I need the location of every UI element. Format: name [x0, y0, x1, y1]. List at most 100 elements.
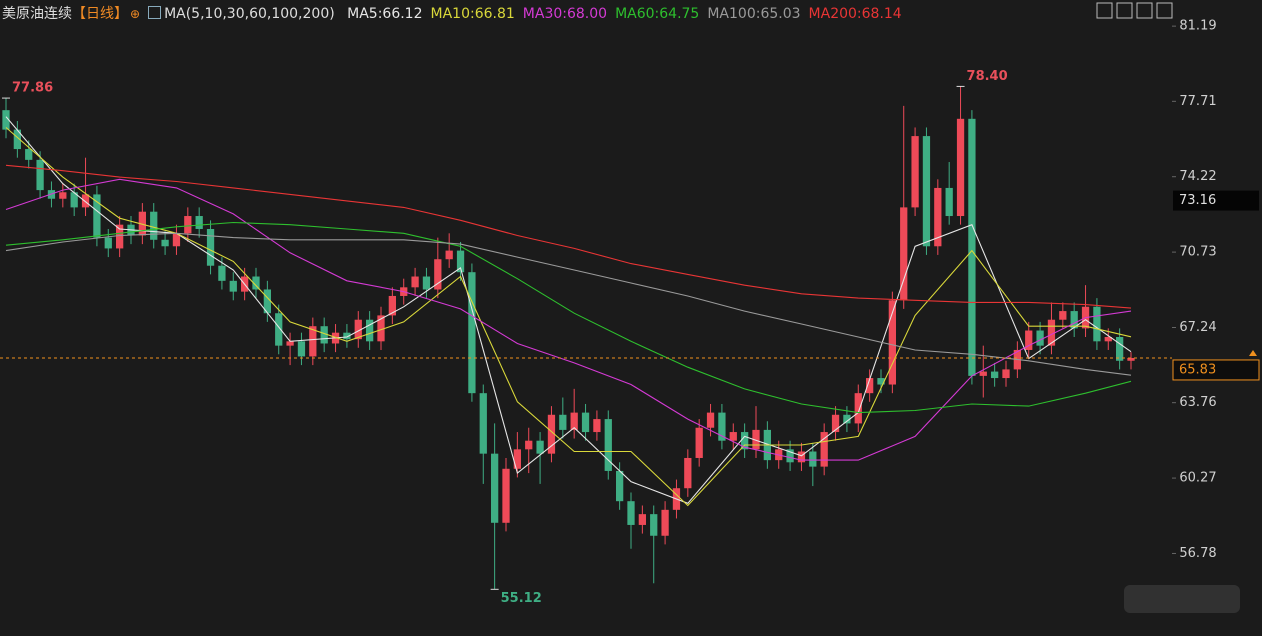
candle-body [13, 129, 21, 150]
candle-body [616, 470, 624, 502]
candle-body [581, 412, 590, 433]
candle-body [1059, 311, 1067, 320]
candle-body [1093, 306, 1101, 342]
tool-button[interactable] [1136, 2, 1153, 19]
y-tick-label: 63.76 [1179, 395, 1216, 410]
candle-body [70, 192, 78, 208]
indicator: MA(5,10,30,60,100,200) [164, 6, 335, 22]
ma-line [5, 127, 1132, 507]
candle-body [1116, 337, 1124, 361]
candle-body [729, 432, 737, 441]
candle-body [422, 276, 431, 290]
candle-body [968, 118, 976, 376]
candle-body [650, 514, 658, 536]
candle-body [343, 332, 351, 340]
y-tick-label: 74.22 [1179, 169, 1216, 184]
legend-entry: MA5:66.12 [347, 6, 423, 22]
add-icon[interactable]: ⊕ [130, 7, 141, 21]
candle-body [911, 136, 919, 208]
candle-body [456, 250, 465, 273]
candle-body [445, 250, 453, 260]
candle-body [536, 440, 544, 454]
cursor-price-label: 73.16 [1179, 193, 1216, 208]
candle-body [547, 414, 556, 454]
y-tick-label: 77.71 [1179, 94, 1216, 109]
indicator-icon[interactable] [148, 6, 162, 19]
candle-body [638, 514, 646, 525]
candle-body [604, 419, 612, 471]
y-tick-label: 70.73 [1179, 245, 1216, 260]
candle-body [104, 237, 112, 249]
candle-body [25, 149, 33, 160]
candle-body [491, 453, 499, 523]
candle-body [93, 194, 101, 238]
candle-body [991, 371, 999, 379]
ma-line [5, 164, 1132, 309]
annotation-label: 55.12 [501, 591, 542, 606]
candle-body [36, 159, 44, 191]
candle-body [172, 233, 181, 247]
y-tick-label: 67.24 [1179, 320, 1216, 335]
candle-body [218, 265, 226, 281]
ma-line [5, 116, 1132, 504]
candle-body [831, 414, 840, 433]
candle-body [2, 110, 10, 130]
candle-body [377, 315, 385, 342]
candle-body [354, 319, 362, 340]
candle-body [479, 393, 487, 454]
ma-line [5, 221, 1132, 414]
candle-body [297, 341, 306, 357]
legend-entry: MA100:65.03 [707, 6, 801, 22]
candle-body [786, 449, 794, 463]
toolbar [1096, 2, 1173, 19]
last-price-box [1172, 359, 1260, 381]
candle-body [570, 412, 578, 430]
candle-body [263, 289, 271, 314]
candle-body [820, 432, 828, 467]
candle-body [150, 211, 158, 240]
candle-body [1070, 311, 1078, 329]
candle-body [468, 272, 476, 394]
tool-button[interactable] [1096, 2, 1113, 19]
ma-line [5, 232, 1132, 376]
candle-body [695, 427, 703, 458]
candle-body [956, 118, 965, 217]
tool-button[interactable] [1116, 2, 1133, 19]
annotation-label: 77.86 [12, 81, 53, 96]
candle-body [161, 239, 169, 247]
candle-body [513, 449, 521, 469]
last-price-marker [1249, 349, 1257, 356]
candle-body [366, 319, 374, 342]
y-tick-label: 81.19 [1179, 19, 1216, 34]
candle-body [309, 326, 317, 357]
candle-body [275, 313, 283, 346]
candle-body [59, 192, 67, 199]
title: 美原油连续 [2, 6, 72, 22]
tool-button[interactable] [1156, 2, 1173, 19]
cursor-price-box [1173, 190, 1259, 211]
y-tick-label: 56.78 [1179, 546, 1216, 561]
legend: 美原油连续【日线】 ⊕ MA(5,10,30,60,100,200) MA5:66.… [2, 3, 910, 23]
ma-line [5, 178, 1132, 461]
candle-body [1002, 369, 1010, 379]
candle-body [979, 371, 987, 376]
annotation-label: 78.40 [967, 69, 1008, 84]
candle-body [1127, 357, 1135, 361]
candle-body [184, 216, 192, 234]
candle-body [945, 187, 953, 217]
candle-body [1104, 337, 1112, 342]
candle-body [1047, 319, 1056, 346]
candle-body [934, 187, 942, 247]
candle-body [809, 451, 817, 467]
candle-body [752, 429, 760, 450]
candle-body [1036, 330, 1044, 346]
y-tick-label: 60.27 [1179, 471, 1216, 486]
candle-body [559, 414, 567, 430]
candle-body [81, 194, 90, 208]
candle-body [286, 341, 294, 346]
candle-body [206, 228, 215, 266]
candle-body [866, 378, 874, 394]
candle-body [229, 280, 237, 292]
